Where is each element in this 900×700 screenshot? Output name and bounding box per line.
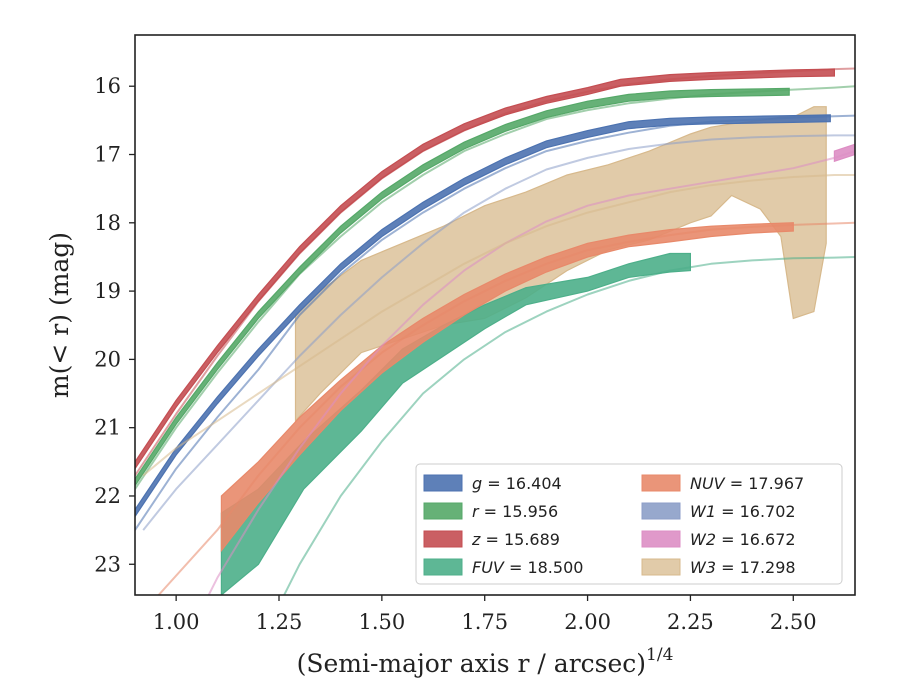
legend-box — [415, 463, 843, 585]
x-tick-label: 1.00 — [153, 610, 200, 634]
y-tick-label: 16 — [94, 74, 121, 98]
x-tick-label: 1.75 — [461, 610, 508, 634]
model-curve-w3 — [142, 174, 855, 477]
y-tick-label: 19 — [94, 279, 121, 303]
legend-item-z: z = 15.689 — [423, 530, 560, 549]
x-tick-label: 2.50 — [770, 610, 817, 634]
x-tick-label: 2.00 — [564, 610, 611, 634]
y-tick-label: 23 — [94, 552, 121, 576]
legend-label: z = 15.689 — [471, 530, 560, 549]
y-tick-label: 21 — [94, 416, 121, 440]
legend-label: r = 15.956 — [472, 502, 558, 521]
legend-swatch — [423, 474, 463, 492]
legend-label: FUV = 18.500 — [472, 558, 583, 577]
model-curve-nuv — [157, 221, 855, 595]
legend-item-nuv: NUV = 17.967 — [641, 474, 804, 493]
legend-swatch — [641, 530, 681, 548]
y-tick-label: 20 — [94, 347, 121, 371]
legend-swatch — [641, 558, 681, 576]
legend-item-r: r = 15.956 — [423, 502, 558, 521]
legend-item-w3: W3 = 17.298 — [641, 558, 796, 577]
legend-swatch — [423, 502, 463, 520]
legend: g = 16.404 r = 15.956 z = 15.689 FUV = 18.5… — [415, 463, 843, 585]
model-curve-r — [135, 85, 855, 490]
model-curve-z — [135, 67, 855, 477]
model-curve-fuv — [283, 256, 855, 595]
legend-swatch — [641, 502, 681, 520]
band-r — [135, 87, 790, 487]
legend-swatch — [423, 558, 463, 576]
x-axis-ticks: 1.00 1.25 1.50 1.75 2.00 2.25 2.50 — [153, 595, 817, 634]
legend-label: W3 = 17.298 — [690, 558, 796, 577]
legend-swatch — [423, 530, 463, 548]
y-tick-label: 22 — [94, 484, 121, 508]
x-tick-label: 1.25 — [256, 610, 303, 634]
band-g — [135, 114, 831, 518]
legend-item-w2: W2 = 16.672 — [641, 530, 796, 549]
x-tick-label: 2.25 — [667, 610, 714, 634]
model-curve-w1 — [142, 134, 855, 531]
band-nuv — [220, 222, 794, 553]
legend-item-w1: W1 = 16.702 — [641, 502, 796, 521]
plot-frame — [134, 34, 856, 596]
legend-item-g: g = 16.404 — [423, 474, 562, 493]
legend-swatch — [641, 474, 681, 492]
legend-label: W1 = 16.702 — [690, 502, 796, 521]
y-axis-ticks: 16 17 18 19 20 21 22 23 — [94, 74, 135, 576]
y-axis-label: m(< r) (mag) — [45, 232, 74, 398]
legend-label: NUV = 17.967 — [690, 474, 804, 493]
y-tick-label: 17 — [94, 143, 121, 167]
model-curve-g — [135, 114, 855, 531]
model-curves — [135, 67, 855, 595]
legend-item-fuv: FUV = 18.500 — [423, 558, 583, 577]
legend-label: W2 = 16.672 — [690, 530, 796, 549]
x-tick-label: 1.50 — [358, 610, 405, 634]
model-curve-w2 — [207, 150, 855, 595]
y-tick-label: 18 — [94, 211, 121, 235]
legend-label: g = 16.404 — [472, 474, 562, 493]
x-axis-label: (Semi-major axis r / arcsec)1/4 — [297, 645, 674, 678]
